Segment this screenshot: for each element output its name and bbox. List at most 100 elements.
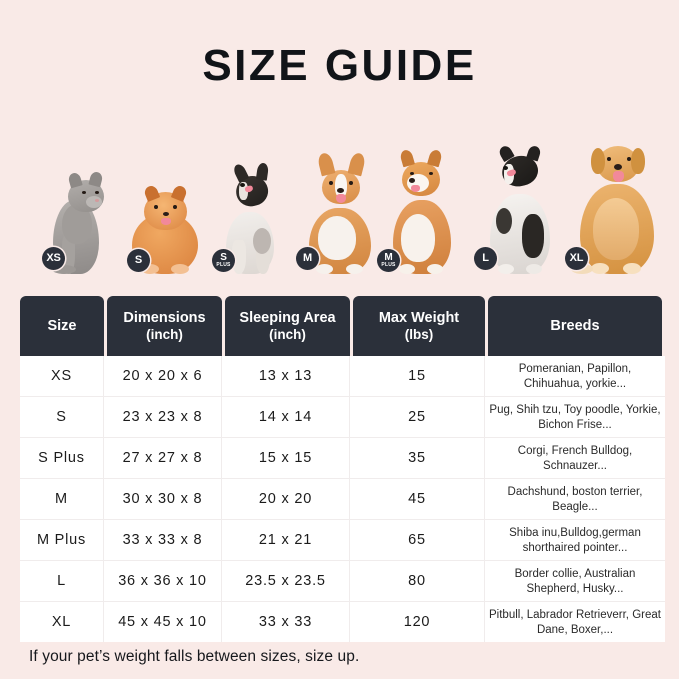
- table-row: M 30 x 30 x 8 20 x 20 45 Dachshund, bost…: [20, 479, 665, 520]
- size-badge-label: S: [134, 254, 143, 266]
- table-row: XL 45 x 45 x 10 33 x 33 120 Pitbull, Lab…: [20, 602, 665, 642]
- cat-ear-right: [88, 170, 104, 188]
- pet-figure-m-plus: M PLUS: [377, 144, 467, 278]
- page-title: SIZE GUIDE: [202, 41, 477, 90]
- table-body: XS 20 x 20 x 6 13 x 13 15 Pomeranian, Pa…: [20, 356, 665, 642]
- cell-sleeping-area: 13 x 13: [222, 356, 350, 396]
- size-badge-xs: XS: [42, 247, 65, 270]
- pomeranian-eye-left: [154, 205, 158, 209]
- corgi-illustration: [292, 150, 388, 274]
- table-row: M Plus 33 x 33 x 8 21 x 21 65 Shiba inu,…: [20, 520, 665, 561]
- cell-dimensions: 20 x 20 x 6: [104, 356, 222, 396]
- grey-cat-illustration: [42, 170, 116, 274]
- size-badge-m-plus: M PLUS: [377, 249, 400, 272]
- cell-size: S: [20, 397, 104, 437]
- shiba-eye-left: [410, 172, 414, 175]
- cat-tail: [52, 265, 76, 274]
- corgi-chest-ruff: [318, 216, 356, 260]
- pet-figure-xs: XS: [42, 170, 116, 278]
- collie-nose: [503, 166, 508, 170]
- column-header-label: Breeds: [550, 317, 600, 334]
- table-row: L 36 x 36 x 10 23.5 x 23.5 80 Border col…: [20, 561, 665, 602]
- size-badge-label: M: [384, 251, 393, 263]
- golden-eye-left: [607, 157, 611, 161]
- cat-front-leg: [62, 234, 75, 274]
- shiba-tongue: [411, 185, 420, 192]
- size-badge-s: S: [127, 249, 150, 272]
- pet-figure-s-plus: S PLUS: [212, 160, 288, 278]
- cell-sleeping-area: 33 x 33: [222, 602, 350, 642]
- golden-front-paw-extended: [571, 264, 593, 274]
- size-guide-table: Size Dimensions (inch) Sleeping Area (in…: [20, 296, 665, 642]
- collie-shoulder-patch: [496, 208, 512, 234]
- size-badge-label: XL: [569, 252, 584, 264]
- column-header-breeds: Breeds: [488, 296, 662, 356]
- golden-ear-right: [631, 148, 645, 174]
- cell-max-weight: 120: [350, 602, 485, 642]
- cat-nose: [95, 199, 99, 202]
- corgi-nose: [337, 188, 344, 193]
- shiba-paw-right: [427, 264, 443, 274]
- pomeranian-tongue: [161, 218, 171, 225]
- golden-retriever-illustration: [565, 132, 669, 274]
- cat-eye-left: [82, 191, 86, 194]
- size-badge-l: L: [474, 247, 497, 270]
- corgi-ear-left: [316, 151, 336, 177]
- pet-figure-m: M: [292, 150, 388, 278]
- border-collie-illustration: [472, 142, 568, 274]
- cell-size: XL: [20, 602, 104, 642]
- cell-size: M Plus: [20, 520, 104, 560]
- column-header-label: Sleeping Area: [239, 310, 336, 327]
- corgi-ear-right: [347, 151, 367, 177]
- golden-chest: [593, 198, 639, 260]
- collie-paw-left: [498, 264, 514, 274]
- golden-nose: [614, 164, 622, 170]
- collie-paw-right: [526, 264, 542, 274]
- column-header-label: Size: [47, 317, 77, 334]
- cell-max-weight: 80: [350, 561, 485, 601]
- size-badge-label: XS: [46, 252, 61, 264]
- golden-eye-right: [627, 157, 631, 161]
- cell-breeds: Dachshund, boston terrier, Beagle...: [507, 486, 643, 513]
- size-badge-m: M: [296, 247, 319, 270]
- size-badge-label: M: [303, 252, 312, 264]
- golden-ear-left: [591, 148, 605, 174]
- corgi-tongue: [336, 194, 346, 203]
- cell-breeds: Pomeranian, Papillon, Chihuahua, yorkie.…: [518, 363, 632, 390]
- golden-paw-left: [591, 263, 609, 274]
- cell-sleeping-area: 21 x 21: [222, 520, 350, 560]
- column-header-max-weight: Max Weight (lbs): [353, 296, 485, 356]
- frenchie-flank-patch: [253, 228, 271, 254]
- table-row: S Plus 27 x 27 x 8 15 x 15 35 Corgi, Fre…: [20, 438, 665, 479]
- corgi-paw-left: [316, 264, 333, 274]
- frenchie-face-blaze: [239, 182, 248, 200]
- pet-illustrations-row: XS S: [20, 128, 665, 278]
- column-header-size: Size: [20, 296, 104, 356]
- golden-tongue: [613, 171, 624, 182]
- cell-size: XS: [20, 356, 104, 396]
- frenchie-leg-left: [232, 240, 246, 274]
- shiba-chest: [401, 214, 435, 262]
- frenchie-ear-right: [255, 162, 270, 181]
- column-header-sleeping-area: Sleeping Area (inch): [225, 296, 350, 356]
- cat-muzzle: [86, 196, 102, 208]
- shiba-eye-right: [429, 172, 433, 175]
- sizing-footnote: If your pet’s weight falls between sizes…: [29, 648, 360, 665]
- cell-sleeping-area: 14 x 14: [222, 397, 350, 437]
- cell-dimensions: 23 x 23 x 8: [104, 397, 222, 437]
- cell-sleeping-area: 20 x 20: [222, 479, 350, 519]
- cell-sleeping-area: 23.5 x 23.5: [222, 561, 350, 601]
- cell-size: L: [20, 561, 104, 601]
- cell-max-weight: 25: [350, 397, 485, 437]
- cell-sleeping-area: 15 x 15: [222, 438, 350, 478]
- shiba-nose: [409, 178, 415, 183]
- cell-size: M: [20, 479, 104, 519]
- cell-dimensions: 36 x 36 x 10: [104, 561, 222, 601]
- pet-figure-xl: XL: [565, 132, 669, 278]
- cell-breeds: Pug, Shih tzu, Toy poodle, Yorkie, Bicho…: [489, 404, 661, 431]
- column-header-label: Dimensions: [123, 310, 206, 327]
- cell-dimensions: 33 x 33 x 8: [104, 520, 222, 560]
- cell-dimensions: 45 x 45 x 10: [104, 602, 222, 642]
- cell-breeds: Pitbull, Labrador Retrieverr, Great Dane…: [489, 609, 661, 636]
- corgi-eye-left: [329, 181, 333, 185]
